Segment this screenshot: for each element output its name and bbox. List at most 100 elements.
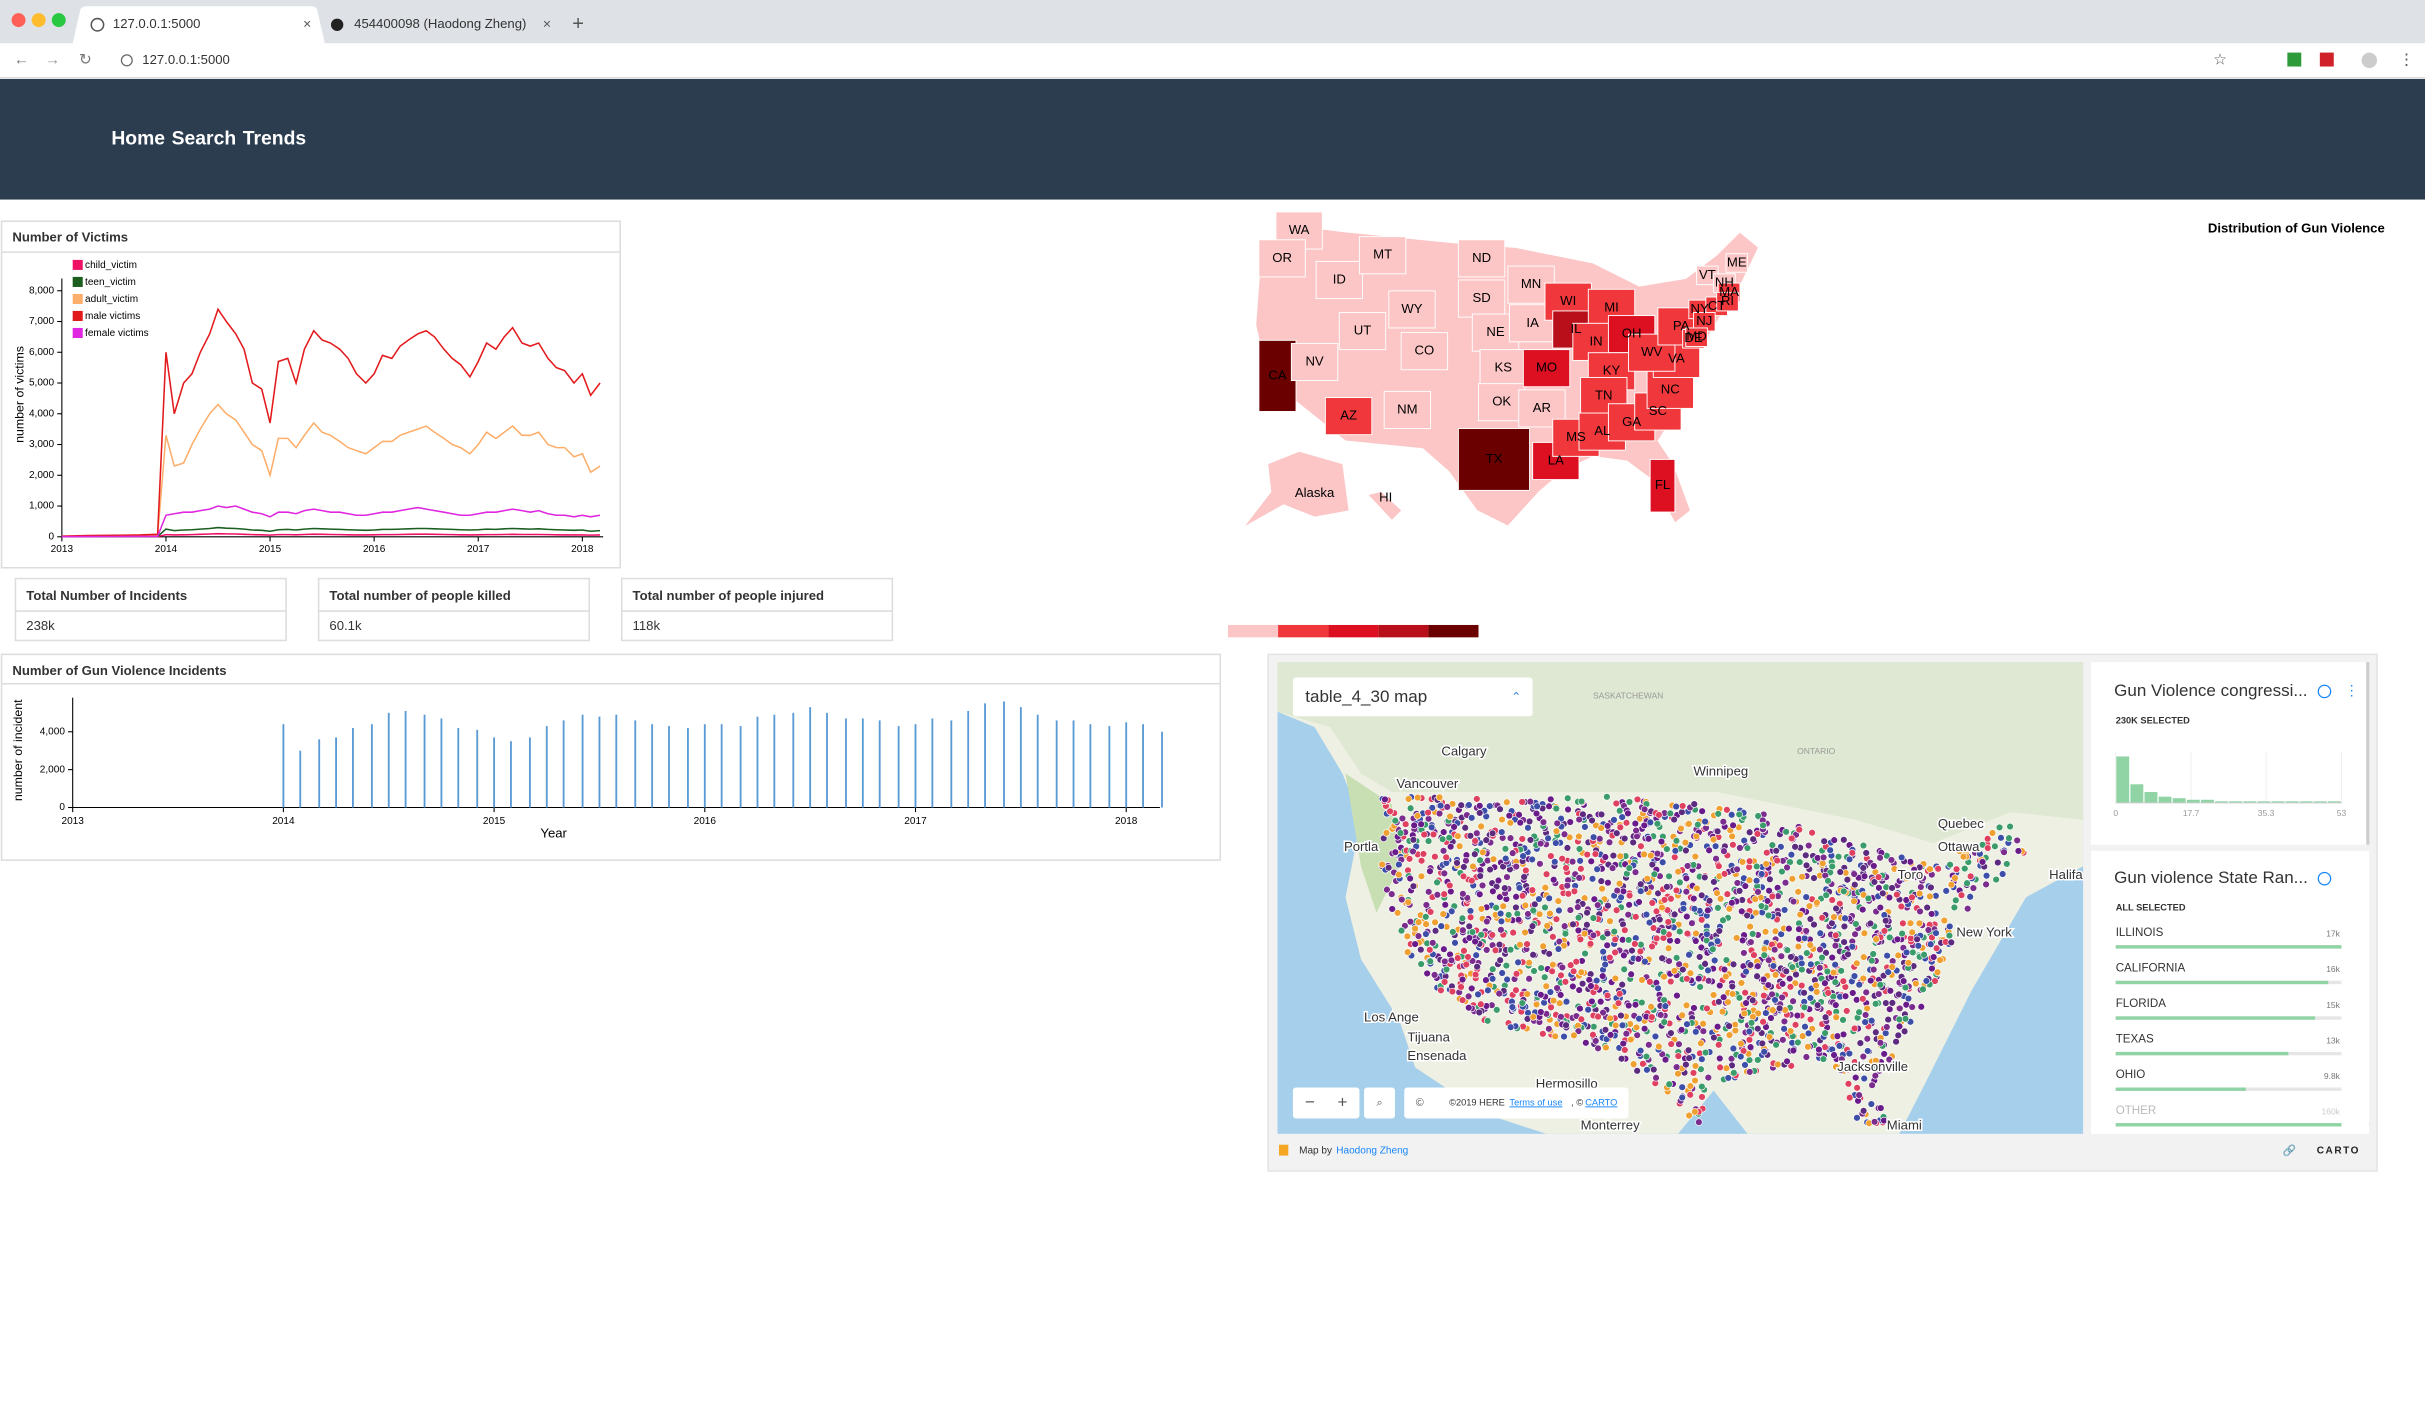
map-point[interactable] (1730, 1069, 1738, 1077)
map-point[interactable] (1831, 978, 1840, 986)
map-point[interactable] (1545, 1025, 1553, 1033)
map-point[interactable] (1692, 832, 1701, 841)
map-point[interactable] (1569, 920, 1577, 929)
map-point[interactable] (1495, 940, 1504, 949)
map-point[interactable] (1378, 860, 1386, 869)
map-point[interactable] (1762, 860, 1770, 868)
map-point[interactable] (1844, 1080, 1853, 1088)
map-point[interactable] (1615, 879, 1624, 888)
map-point[interactable] (1657, 837, 1666, 846)
map-point[interactable] (1696, 983, 1704, 991)
map-point[interactable] (1982, 872, 1991, 880)
map-point[interactable] (1583, 850, 1591, 859)
map-point[interactable] (1798, 965, 1806, 974)
map-point[interactable] (1760, 951, 1769, 959)
map-point[interactable] (1760, 1048, 1768, 1056)
map-point[interactable] (1821, 1029, 1829, 1037)
map-point[interactable] (1526, 836, 1535, 844)
map-point[interactable] (1691, 1108, 1699, 1116)
map-point[interactable] (1614, 999, 1623, 1007)
map-point[interactable] (1644, 835, 1653, 843)
map-point[interactable] (1587, 982, 1595, 990)
map-point[interactable] (1654, 889, 1662, 898)
map-point[interactable] (1516, 941, 1524, 949)
map-point[interactable] (1383, 885, 1391, 894)
map-point[interactable] (1618, 1021, 1627, 1030)
map-point[interactable] (2003, 860, 2011, 868)
map-point[interactable] (1832, 1001, 1840, 1009)
map-point[interactable] (1895, 990, 1903, 999)
map-point[interactable] (2013, 836, 2021, 845)
map-point[interactable] (1915, 919, 1924, 928)
map-point[interactable] (1802, 1053, 1811, 1061)
map-point[interactable] (1585, 976, 1593, 984)
map-point[interactable] (1575, 832, 1583, 841)
map-point[interactable] (1742, 967, 1750, 976)
map-point[interactable] (1583, 908, 1591, 917)
map-point[interactable] (1431, 918, 1439, 927)
minimize-button[interactable] (31, 13, 46, 28)
map-point[interactable] (1472, 951, 1480, 959)
map-point[interactable] (1729, 841, 1737, 849)
map-point[interactable] (1603, 822, 1612, 830)
map-point[interactable] (1499, 862, 1507, 871)
map-point[interactable] (1926, 865, 1934, 873)
map-point[interactable] (1552, 915, 1561, 923)
map-point[interactable] (1549, 933, 1557, 941)
map-point[interactable] (1877, 1104, 1885, 1112)
map-point[interactable] (1652, 934, 1661, 943)
map-point[interactable] (1745, 857, 1754, 865)
maximize-button[interactable] (51, 13, 66, 28)
map-point[interactable] (1667, 1029, 1675, 1037)
map-point[interactable] (1610, 816, 1618, 824)
map-point[interactable] (1735, 887, 1744, 895)
map-point[interactable] (1619, 1039, 1627, 1048)
map-point[interactable] (1942, 887, 1950, 895)
map-point[interactable] (1882, 917, 1890, 925)
map-point[interactable] (1769, 962, 1778, 970)
map-point[interactable] (1672, 802, 1680, 811)
map-point[interactable] (1678, 808, 1686, 816)
map-point[interactable] (1701, 873, 1709, 882)
map-point[interactable] (1839, 1030, 1848, 1039)
map-point[interactable] (1439, 847, 1448, 855)
map-point[interactable] (1765, 1033, 1774, 1041)
map-point[interactable] (1722, 956, 1731, 964)
map-point[interactable] (1677, 1026, 1686, 1034)
extension-icon[interactable] (2319, 52, 2334, 67)
map-point[interactable] (1785, 974, 1794, 983)
map-point[interactable] (1486, 802, 1494, 810)
map-point[interactable] (1518, 798, 1526, 806)
map-point[interactable] (1547, 1003, 1555, 1012)
map-point[interactable] (1955, 847, 1964, 855)
map-point[interactable] (1505, 811, 1513, 820)
map-point[interactable] (1506, 819, 1515, 827)
map-point[interactable] (1588, 875, 1597, 883)
map-point[interactable] (1848, 943, 1857, 951)
map-point[interactable] (1740, 949, 1748, 957)
map-point[interactable] (1705, 897, 1714, 905)
map-point[interactable] (1886, 933, 1894, 942)
map-point[interactable] (1488, 931, 1496, 939)
map-point[interactable] (1867, 1100, 1876, 1108)
map-point[interactable] (1678, 1011, 1686, 1019)
map-point[interactable] (1659, 934, 1668, 942)
map-point[interactable] (1794, 1038, 1802, 1047)
map-point[interactable] (1381, 795, 1389, 804)
map-point[interactable] (1525, 817, 1534, 826)
map-point[interactable] (1778, 867, 1786, 876)
map-point[interactable] (1609, 851, 1618, 860)
map-point[interactable] (1788, 875, 1797, 883)
map-point[interactable] (1555, 906, 1563, 915)
map-point[interactable] (1683, 912, 1691, 921)
map-point[interactable] (1894, 1031, 1902, 1040)
map-point[interactable] (1440, 890, 1448, 898)
map-point[interactable] (1430, 971, 1439, 979)
map-point[interactable] (1428, 804, 1436, 812)
map-point[interactable] (1674, 867, 1682, 876)
map-point[interactable] (1703, 1004, 1711, 1013)
map-point[interactable] (1822, 949, 1830, 957)
map-point[interactable] (1403, 932, 1412, 941)
map-point[interactable] (1499, 902, 1507, 910)
map-point[interactable] (1476, 890, 1484, 899)
